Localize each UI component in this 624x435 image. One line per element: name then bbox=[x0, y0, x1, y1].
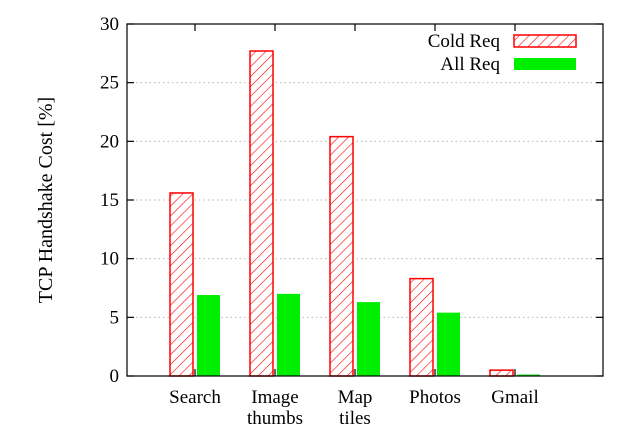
x-category-label: Image bbox=[251, 387, 298, 408]
y-tick-label: 0 bbox=[110, 366, 120, 387]
bar-cold-req bbox=[169, 192, 194, 377]
y-tick-label: 10 bbox=[100, 249, 119, 270]
x-category-label: Gmail bbox=[491, 387, 539, 408]
x-category-label: tiles bbox=[339, 408, 371, 429]
y-tick-label: 15 bbox=[100, 190, 119, 211]
y-tick-label: 25 bbox=[100, 73, 119, 94]
legend-label: Cold Req bbox=[428, 31, 501, 52]
y-tick-label: 30 bbox=[100, 14, 119, 35]
bar-all-req bbox=[437, 312, 460, 376]
bar-cold-req bbox=[489, 369, 514, 377]
bar-cold-req bbox=[249, 50, 274, 377]
x-category-label: thumbs bbox=[247, 408, 303, 429]
bar-cold-req bbox=[409, 277, 434, 377]
y-tick-label: 5 bbox=[110, 307, 120, 328]
axis-ticks bbox=[127, 23, 603, 377]
y-axis-title: TCP Handshake Cost [%] bbox=[35, 97, 57, 303]
x-category-label: Search bbox=[169, 387, 221, 408]
legend-swatch bbox=[514, 58, 576, 70]
bar-all-req bbox=[517, 374, 540, 376]
bar-all-req bbox=[197, 295, 220, 376]
legend-swatch bbox=[513, 34, 577, 48]
bar-cold-req bbox=[329, 135, 354, 377]
x-category-label: Photos bbox=[409, 387, 461, 408]
legend-label: All Req bbox=[440, 54, 500, 75]
y-tick-label: 20 bbox=[100, 131, 119, 152]
x-category-label: Map bbox=[338, 387, 373, 408]
bars bbox=[169, 50, 540, 377]
bar-all-req bbox=[277, 293, 300, 376]
bar-all-req bbox=[357, 302, 380, 376]
grid-lines bbox=[127, 82, 603, 318]
